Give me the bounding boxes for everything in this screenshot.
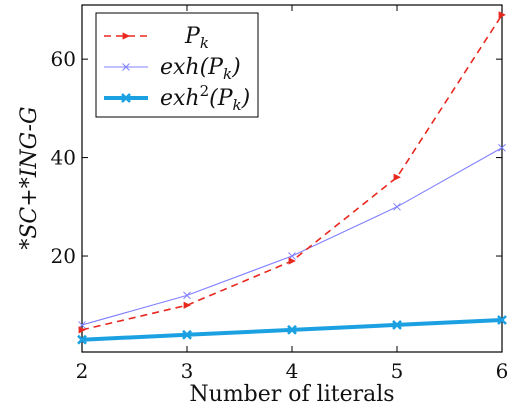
data-point-marker bbox=[287, 324, 297, 335]
series-line bbox=[81, 147, 503, 326]
data-point-marker bbox=[182, 329, 192, 340]
legend-entry: exh2(Pk) bbox=[104, 82, 250, 114]
data-point-marker bbox=[497, 315, 507, 325]
series-layer bbox=[77, 11, 507, 345]
series-1 bbox=[78, 143, 506, 329]
data-point-marker bbox=[288, 257, 296, 265]
data-point-marker bbox=[183, 301, 191, 309]
data-point-marker bbox=[498, 11, 506, 19]
series-2 bbox=[77, 315, 507, 345]
y-tick-label: 60 bbox=[51, 47, 76, 71]
data-point-marker bbox=[498, 143, 506, 152]
data-point-marker bbox=[78, 326, 86, 334]
axis-ticks: 2 3 4 5 6 20 40 60 bbox=[51, 5, 509, 383]
x-axis-title: Number of literals bbox=[189, 382, 394, 407]
data-point-marker bbox=[392, 320, 402, 330]
legend-label: exh2(Pk) bbox=[160, 82, 250, 114]
legend-label: exh(Pk) bbox=[160, 55, 241, 83]
data-point-marker bbox=[122, 63, 130, 71]
x-tick-label: 4 bbox=[286, 359, 299, 383]
legend-entry: exh(Pk) bbox=[104, 55, 241, 83]
series-0 bbox=[78, 11, 506, 334]
x-tick-label: 5 bbox=[391, 359, 404, 383]
legend: Pk exh(Pk)exh2(Pk) bbox=[95, 12, 259, 118]
data-point-marker bbox=[183, 291, 191, 300]
legend-label: Pk bbox=[184, 24, 209, 52]
y-tick-label: 40 bbox=[51, 146, 76, 170]
x-tick-label: 3 bbox=[181, 359, 194, 383]
y-axis-title: *SC+*ING-G bbox=[17, 106, 42, 249]
x-tick-label: 6 bbox=[496, 359, 509, 383]
legend-entry: Pk bbox=[104, 24, 209, 52]
y-tick-label: 20 bbox=[51, 244, 76, 268]
data-point-marker bbox=[393, 202, 401, 211]
x-tick-label: 2 bbox=[76, 359, 89, 383]
data-point-marker bbox=[121, 93, 131, 103]
data-point-marker bbox=[77, 334, 87, 345]
data-point-marker bbox=[122, 32, 130, 40]
data-point-marker bbox=[393, 173, 401, 181]
